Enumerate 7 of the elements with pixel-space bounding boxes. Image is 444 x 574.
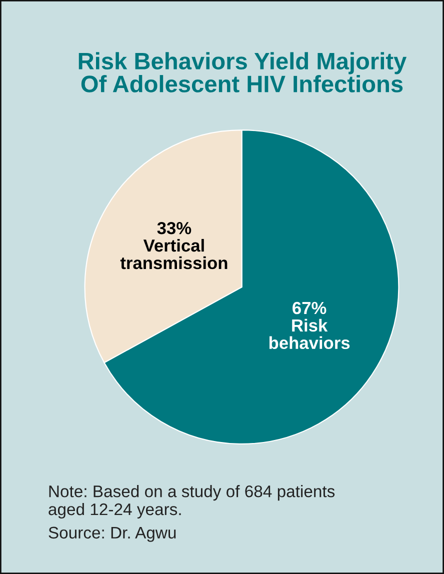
chart-title: Risk Behaviors Yield Majority Of Adolescent HIV Infections <box>78 52 407 92</box>
data-label: 33% <box>157 222 192 234</box>
text: Note: Based on a study of 684 patients aged 12-24 years. <box>48 485 335 519</box>
slice-label: Vertical transmission <box>120 238 228 270</box>
data-label: 67% <box>292 302 326 314</box>
source-note: Source: Dr. Agwu <box>48 526 176 542</box>
slice-label: Risk behaviors <box>269 318 350 350</box>
